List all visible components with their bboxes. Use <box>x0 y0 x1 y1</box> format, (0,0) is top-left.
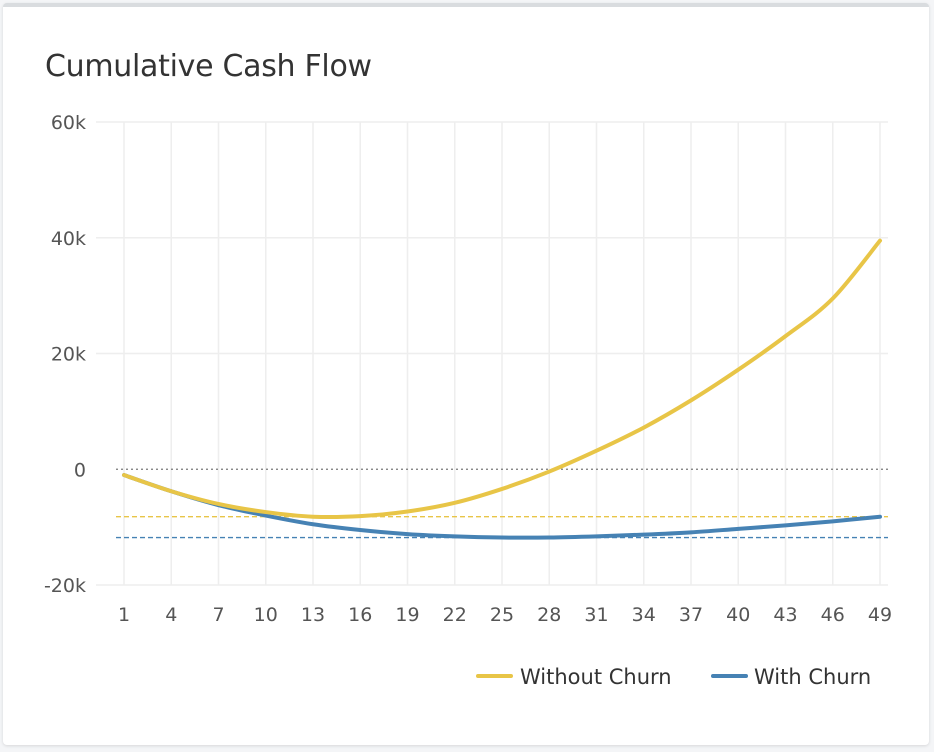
y-tick-label: 0 <box>74 459 86 481</box>
y-tick-label: 20k <box>51 344 86 366</box>
x-tick-label: 31 <box>584 604 608 626</box>
x-tick-label: 4 <box>165 604 177 626</box>
x-tick-label: 1 <box>118 604 130 626</box>
y-gridlines <box>96 121 888 586</box>
x-tick-label: 7 <box>212 604 224 626</box>
x-tick-label: 25 <box>490 604 514 626</box>
chart-card: Cumulative Cash Flow <box>3 3 929 745</box>
x-tick-label: 10 <box>254 604 278 626</box>
legend-label: With Churn <box>754 665 871 689</box>
x-tick-label: 46 <box>821 604 845 626</box>
x-tick-label: 22 <box>443 604 467 626</box>
x-tick-label: 19 <box>395 604 419 626</box>
x-tick-label: 16 <box>348 604 372 626</box>
x-axis-ticks: 1 4 7 10 13 16 19 22 25 28 31 34 37 40 43 46 49 <box>118 604 892 626</box>
series-line-with-churn <box>122 473 882 540</box>
y-tick-label: -20k <box>44 575 86 597</box>
x-tick-label: 37 <box>679 604 703 626</box>
series-line-without-churn <box>122 238 882 520</box>
x-tick-label: 40 <box>726 604 750 626</box>
legend-label: Without Churn <box>520 665 672 689</box>
legend: Without Churn With Churn <box>476 665 871 689</box>
x-tick-label: 34 <box>632 604 656 626</box>
series-lines <box>122 238 882 540</box>
x-tick-label: 13 <box>301 604 325 626</box>
x-tick-label: 43 <box>773 604 797 626</box>
x-tick-label: 28 <box>537 604 561 626</box>
y-axis-ticks: 60k 40k 20k 0 -20k <box>44 112 86 597</box>
x-tick-label: 49 <box>868 604 892 626</box>
chart-title: Cumulative Cash Flow <box>45 49 372 84</box>
y-tick-label: 40k <box>51 228 86 250</box>
y-tick-label: 60k <box>51 112 86 134</box>
